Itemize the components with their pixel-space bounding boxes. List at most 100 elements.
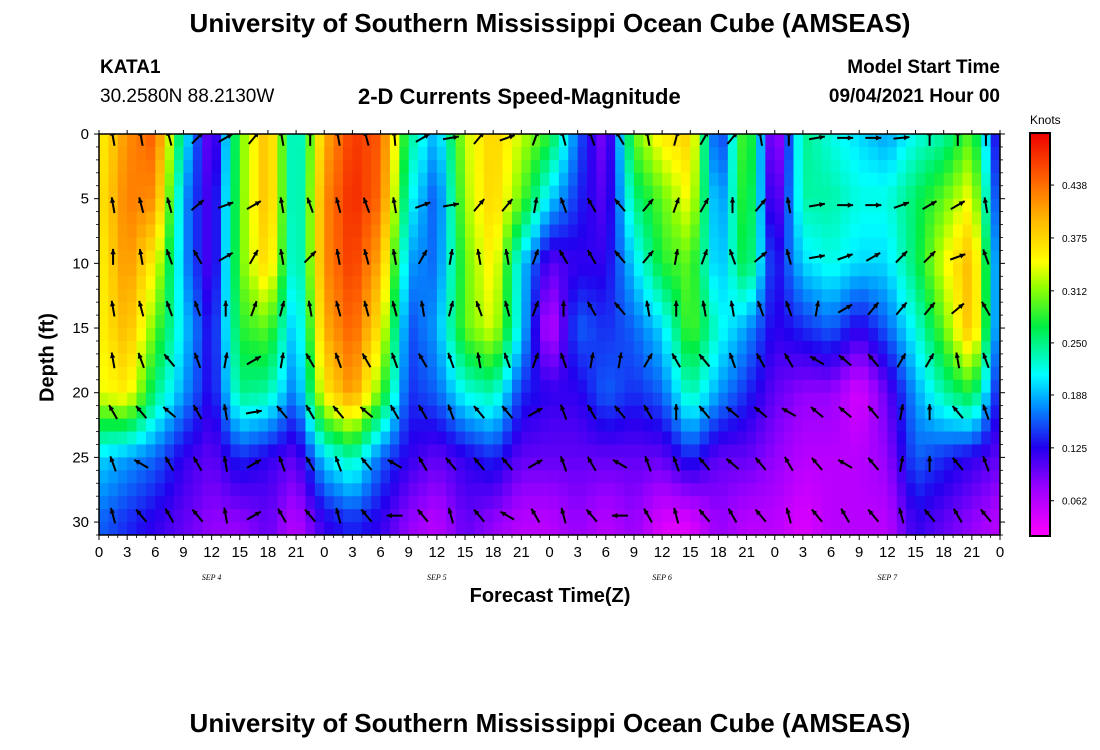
heat-cell [755, 483, 766, 497]
heat-cell [680, 302, 691, 316]
current-arrow [867, 508, 880, 523]
heat-cell [577, 457, 588, 471]
heat-cell [239, 483, 250, 497]
heat-cell [436, 328, 447, 342]
heat-cell [953, 289, 964, 303]
heat-cell [211, 198, 222, 213]
heat-cell [239, 496, 250, 510]
heat-cell [465, 146, 476, 161]
heat-cell [324, 496, 335, 510]
heat-cell [971, 185, 982, 200]
heat-cell [990, 328, 1000, 342]
heat-cell [934, 483, 945, 497]
heat-cell [371, 134, 382, 148]
heat-cell [774, 340, 785, 355]
heat-cell [784, 159, 795, 174]
heat-cell [765, 509, 776, 523]
heat-cell [971, 392, 982, 407]
heat-cell [831, 250, 842, 264]
current-arrow [473, 405, 486, 419]
heat-cell [887, 353, 898, 368]
heat-cell [136, 470, 147, 484]
heat-cell [718, 483, 729, 497]
heat-cell [436, 470, 447, 484]
current-arrow [279, 352, 286, 369]
heat-cell [343, 353, 354, 368]
heat-cell [455, 289, 466, 303]
heat-cell [202, 315, 213, 329]
heat-cell [849, 134, 860, 148]
heat-cell [221, 522, 231, 535]
heat-cell [577, 509, 588, 523]
current-arrow [613, 198, 626, 212]
heat-cell [502, 211, 513, 226]
heat-cell [267, 172, 278, 187]
heat-cell [981, 522, 992, 535]
heat-cell [831, 224, 842, 239]
heat-cell [671, 146, 682, 161]
heat-cell [183, 431, 194, 446]
heat-cell [145, 198, 156, 213]
heat-cell [314, 340, 325, 355]
heat-cell [155, 457, 166, 471]
heat-cell [493, 509, 504, 523]
current-arrow [222, 455, 229, 472]
heat-cell [793, 418, 804, 433]
heat-cell [812, 211, 823, 226]
heat-cell [389, 263, 400, 277]
heat-cell [840, 172, 851, 187]
heat-cell [99, 496, 109, 510]
heat-cell [915, 172, 926, 187]
current-arrow [248, 249, 259, 265]
heat-cell [258, 457, 269, 471]
heat-cell [371, 353, 382, 368]
heat-cell [474, 134, 485, 148]
heat-cell [352, 302, 363, 316]
heat-cell [221, 392, 231, 407]
heat-cell [192, 470, 203, 484]
heat-cell [221, 185, 231, 200]
heat-cell [727, 470, 738, 484]
heat-cell [474, 276, 485, 290]
heat-cell [324, 444, 335, 458]
heat-cell [887, 159, 898, 174]
current-arrow [754, 198, 767, 212]
heat-cell [727, 211, 738, 226]
heat-cell [849, 263, 860, 277]
heat-cell [211, 431, 222, 446]
heat-cell [286, 328, 297, 342]
heat-cell [934, 250, 945, 264]
heat-cell [643, 444, 654, 458]
heat-cell [343, 159, 354, 174]
heat-cell [427, 211, 438, 226]
heat-cell [436, 185, 447, 200]
heat-cell [202, 237, 213, 252]
heat-cell [117, 522, 128, 535]
heat-cell [277, 431, 288, 446]
current-arrow [727, 508, 738, 524]
heat-cell [408, 522, 419, 535]
heat-cell [943, 315, 954, 329]
heat-cell [699, 263, 710, 277]
heat-cell [502, 263, 513, 277]
heat-cell [718, 405, 729, 420]
heat-cell [953, 172, 964, 187]
heat-cell [577, 353, 588, 368]
heat-cell [633, 457, 644, 471]
heat-cell [127, 431, 138, 446]
heat-cell [877, 392, 888, 407]
heat-cell [418, 483, 429, 497]
heat-cell [164, 276, 175, 290]
heat-cell [727, 522, 738, 535]
heat-cell [896, 392, 907, 407]
heat-cell [183, 250, 194, 264]
heat-cell [887, 457, 898, 471]
heat-cell [324, 418, 335, 433]
heat-cell [267, 289, 278, 303]
heat-cell [333, 159, 344, 174]
heat-cell [962, 509, 973, 523]
heat-cell [399, 353, 410, 368]
heat-cell [596, 134, 607, 148]
heat-cell [755, 211, 766, 226]
heat-cell [521, 302, 532, 316]
